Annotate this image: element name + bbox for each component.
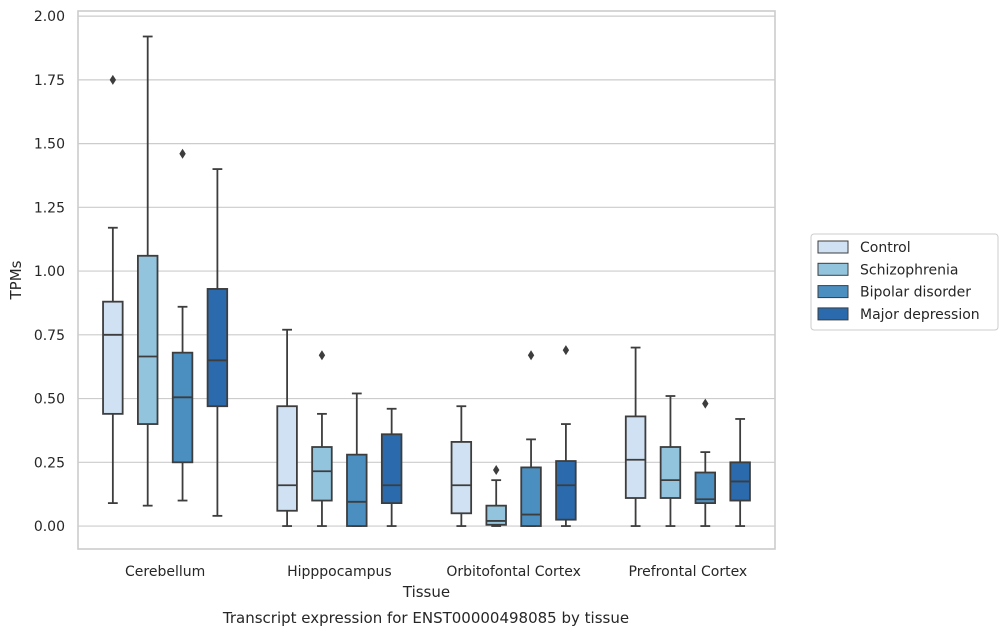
- box-0-2: [171, 148, 194, 502]
- box-1-3: [380, 407, 403, 527]
- box-iqr: [485, 504, 507, 526]
- y-tick-label: 1.25: [34, 200, 65, 216]
- outlier-point: [318, 350, 326, 361]
- outlier-point: [702, 398, 709, 409]
- box-iqr: [311, 446, 333, 502]
- y-tick-label: 0.00: [34, 519, 65, 535]
- box-3-2: [694, 398, 717, 527]
- box-iqr: [380, 433, 403, 505]
- grid-lines: [78, 15, 775, 527]
- y-tick-label: 1.50: [34, 137, 65, 153]
- outlier-point: [493, 464, 500, 475]
- x-tick-label: Prefrontal Cortex: [629, 564, 748, 580]
- y-tick-labels: 0.00 0.25 0.50 0.75 1.00 1.25 1.50 1.75 2.00: [34, 9, 65, 535]
- legend-label: Major depression: [860, 307, 980, 323]
- box-iqr: [102, 300, 124, 415]
- box-iqr: [555, 460, 577, 521]
- box-iqr: [659, 446, 682, 499]
- y-axis-label: TPMs: [7, 260, 25, 300]
- legend-label: Control: [860, 240, 911, 256]
- y-tick-label: 0.75: [34, 328, 65, 344]
- outlier-point: [527, 350, 535, 361]
- box-iqr: [206, 288, 229, 408]
- box-0-1: [136, 35, 159, 507]
- y-tick-label: 2.00: [34, 9, 65, 25]
- box-1-0: [276, 328, 298, 527]
- y-tick-label: 1.75: [34, 73, 65, 89]
- x-tick-label: Hipppocampus: [287, 564, 392, 580]
- legend-label: Schizophrenia: [860, 262, 958, 278]
- legend-frame: [810, 233, 999, 331]
- outlier-point: [179, 148, 186, 159]
- legend: Control Schizophrenia Bipolar disorder Majo…: [810, 233, 999, 331]
- legend-label: Bipolar disorder: [860, 285, 971, 301]
- box-iqr: [171, 351, 194, 464]
- x-tick-labels: Cerebellum Hipppocampus Orbitofontal Corte…: [125, 564, 747, 580]
- outlier-point: [562, 345, 570, 356]
- x-tick-label: Cerebellum: [125, 564, 205, 580]
- box-iqr: [694, 471, 717, 505]
- y-tick-label: 1.00: [34, 264, 65, 280]
- x-tick-label: Orbitofontal Cortex: [446, 564, 581, 580]
- box-iqr: [346, 453, 368, 527]
- y-tick-label: 0.50: [34, 392, 65, 408]
- box-iqr: [624, 415, 647, 499]
- outlier-point: [109, 74, 117, 85]
- box-2-2: [520, 350, 542, 527]
- box-3-1: [659, 395, 682, 527]
- box-iqr: [450, 441, 473, 515]
- box-iqr: [136, 254, 159, 425]
- box-1-2: [346, 392, 368, 527]
- box-2-3: [555, 345, 577, 527]
- legend-swatch: [817, 307, 849, 321]
- box-plot-marks: [102, 35, 751, 527]
- box-iqr: [520, 466, 542, 527]
- x-axis-label: Tissue: [402, 583, 450, 601]
- box-1-1: [311, 350, 333, 527]
- chart-caption: Transcript expression for ENST0000049808…: [222, 609, 629, 627]
- plot-frame: [77, 10, 776, 550]
- y-tick-label: 0.25: [34, 455, 65, 471]
- legend-swatch: [817, 262, 849, 276]
- box-2-1: [485, 464, 507, 527]
- box-0-3: [206, 168, 229, 517]
- box-3-3: [729, 418, 751, 527]
- box-3-0: [624, 346, 647, 527]
- box-0-0: [102, 74, 124, 505]
- legend-swatch: [817, 240, 849, 254]
- legend-swatch: [817, 285, 849, 299]
- box-2-0: [450, 405, 473, 527]
- box-iqr: [276, 405, 298, 512]
